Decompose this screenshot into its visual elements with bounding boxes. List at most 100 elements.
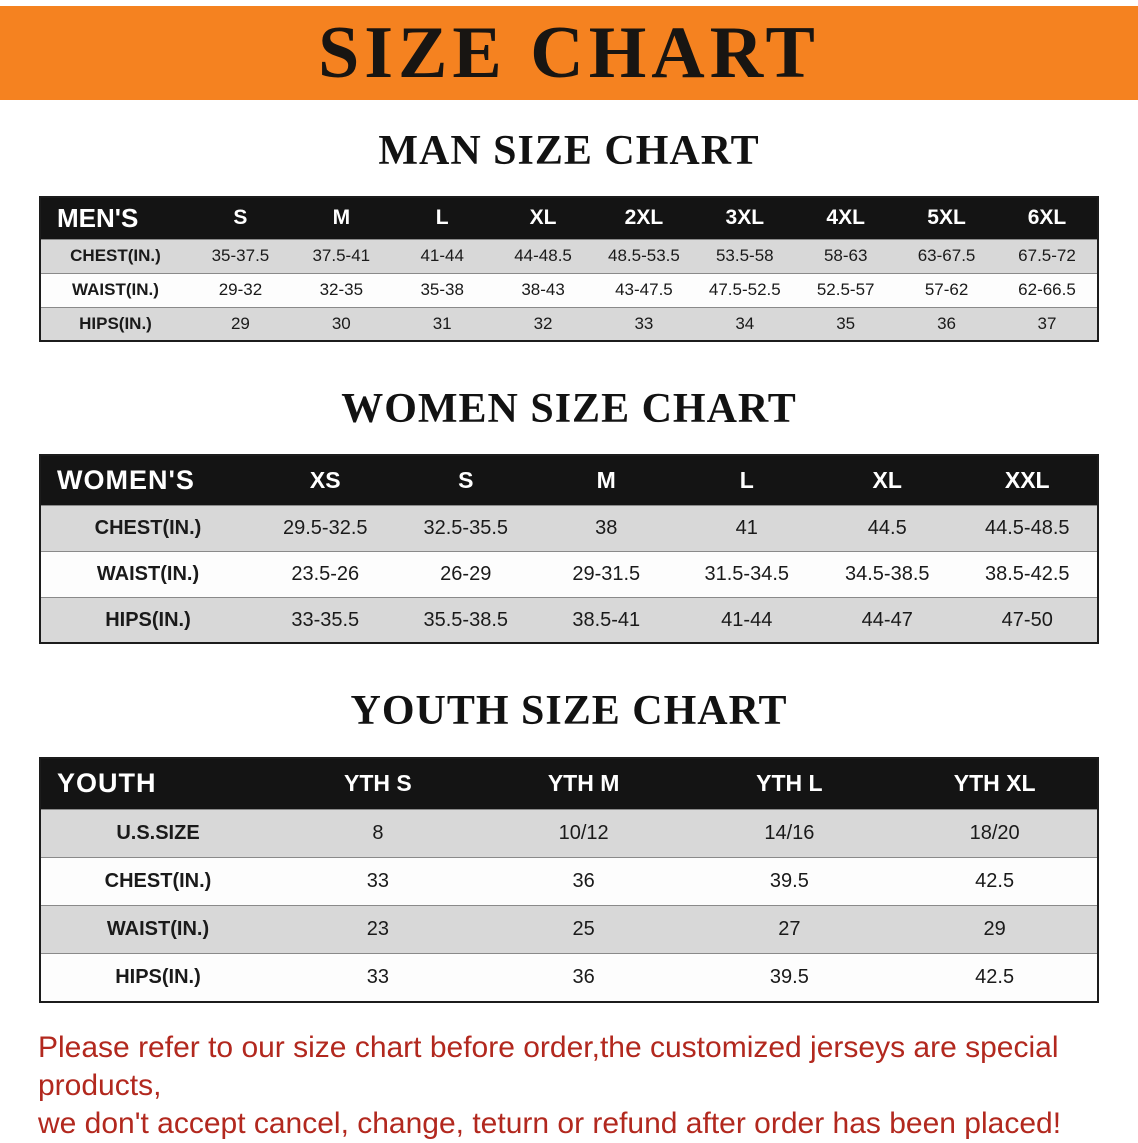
table-row: WAIST(IN.) 29-32 32-35 35-38 38-43 43-47.5 47.… [40, 272, 1098, 308]
value-cell: 44-47 [817, 596, 958, 644]
disclaimer-line-1: Please refer to our size chart before or… [38, 1030, 1059, 1102]
youth-section-heading: YOUTH SIZE CHART [350, 688, 788, 735]
value-cell: 44-48.5 [492, 238, 594, 274]
value-cell: 29 [892, 905, 1098, 954]
value-cell: 35.5-38.5 [395, 596, 536, 644]
value-cell: 52.5-57 [795, 272, 897, 308]
value-cell: 35-38 [391, 272, 493, 308]
disclaimer: Please refer to our size chart before or… [38, 1029, 1138, 1143]
value-cell: 25 [480, 905, 687, 954]
size-chart-banner: SIZE CHART [0, 6, 1138, 100]
value-cell: 32-35 [290, 272, 392, 308]
table-header-row: YOUTH YTH S YTH M YTH L YTH XL [40, 757, 1098, 810]
value-cell: 33 [593, 306, 695, 342]
value-cell: 67.5-72 [997, 238, 1098, 274]
size-header-cell: YTH XL [892, 757, 1098, 810]
youth-size-table: YOUTH YTH S YTH M YTH L YTH XL U.S.SIZE 8 10/12… [39, 756, 1099, 1003]
youth-size-section: YOUTH SIZE CHART YOUTH YTH S YTH M YTH L YTH… [0, 688, 1138, 1003]
value-cell: 31.5-34.5 [676, 550, 817, 598]
value-cell: 41-44 [391, 238, 493, 274]
women-size-section: WOMEN SIZE CHART WOMEN'S XS S M L XL XXL CHEST(… [0, 386, 1138, 645]
size-header-cell: XS [255, 455, 396, 506]
disclaimer-line-2: we don't accept cancel, change, teturn o… [38, 1106, 1062, 1140]
value-cell: 63-67.5 [896, 238, 997, 274]
table-row: CHEST(IN.) 33 36 39.5 42.5 [40, 857, 1098, 906]
value-cell: 53.5-58 [694, 238, 796, 274]
value-cell: 18/20 [892, 809, 1098, 858]
size-header-cell: YTH L [686, 757, 893, 810]
banner-title: SIZE CHART [318, 12, 820, 94]
value-cell: 44.5-48.5 [957, 504, 1098, 552]
value-cell: 39.5 [686, 857, 893, 906]
value-cell: 36 [896, 306, 997, 342]
value-cell: 23.5-26 [255, 550, 396, 598]
value-cell: 29.5-32.5 [255, 504, 396, 552]
size-header-cell: YTH S [275, 757, 481, 810]
table-title-cell: WOMEN'S [40, 455, 255, 506]
table-row: CHEST(IN.) 29.5-32.5 32.5-35.5 38 41 44.5 44.5… [40, 504, 1098, 552]
row-label-cell: CHEST(IN.) [40, 504, 255, 552]
value-cell: 39.5 [686, 953, 893, 1002]
value-cell: 47.5-52.5 [694, 272, 796, 308]
men-size-section: MAN SIZE CHART MEN'S S M L XL 2XL 3XL 4XL 5XL 6XL… [0, 128, 1138, 343]
value-cell: 38.5-41 [536, 596, 677, 644]
value-cell: 37.5-41 [290, 238, 392, 274]
size-header-cell: 4XL [795, 197, 897, 240]
value-cell: 29 [190, 306, 291, 342]
row-label-cell: WAIST(IN.) [40, 272, 190, 308]
table-row: CHEST(IN.) 35-37.5 37.5-41 41-44 44-48.5 48.5… [40, 238, 1098, 274]
table-header-row: WOMEN'S XS S M L XL XXL [40, 455, 1098, 506]
value-cell: 8 [275, 809, 481, 858]
size-header-cell: YTH M [480, 757, 687, 810]
value-cell: 23 [275, 905, 481, 954]
table-header-row: MEN'S S M L XL 2XL 3XL 4XL 5XL 6XL [40, 197, 1098, 240]
value-cell: 36 [480, 953, 687, 1002]
row-label-cell: HIPS(IN.) [40, 596, 255, 644]
value-cell: 33 [275, 857, 481, 906]
value-cell: 42.5 [892, 857, 1098, 906]
row-label-cell: HIPS(IN.) [40, 306, 190, 342]
value-cell: 26-29 [395, 550, 536, 598]
size-header-cell: L [391, 197, 493, 240]
value-cell: 41-44 [676, 596, 817, 644]
row-label-cell: CHEST(IN.) [40, 238, 190, 274]
value-cell: 58-63 [795, 238, 897, 274]
table-row: HIPS(IN.) 29 30 31 32 33 34 35 36 37 [40, 306, 1098, 342]
size-header-cell: S [190, 197, 291, 240]
size-header-cell: 2XL [593, 197, 695, 240]
size-header-cell: M [290, 197, 392, 240]
table-row: WAIST(IN.) 23 25 27 29 [40, 905, 1098, 954]
size-header-cell: 6XL [997, 197, 1098, 240]
value-cell: 38 [536, 504, 677, 552]
value-cell: 33-35.5 [255, 596, 396, 644]
value-cell: 35 [795, 306, 897, 342]
table-row: U.S.SIZE 8 10/12 14/16 18/20 [40, 809, 1098, 858]
row-label-cell: WAIST(IN.) [40, 550, 255, 598]
men-size-table: MEN'S S M L XL 2XL 3XL 4XL 5XL 6XL CHEST(IN.) 35-37… [39, 196, 1099, 343]
value-cell: 37 [997, 306, 1098, 342]
size-header-cell: M [536, 455, 677, 506]
row-label-cell: HIPS(IN.) [40, 953, 275, 1002]
value-cell: 38.5-42.5 [957, 550, 1098, 598]
value-cell: 42.5 [892, 953, 1098, 1002]
value-cell: 29-31.5 [536, 550, 677, 598]
value-cell: 47-50 [957, 596, 1098, 644]
value-cell: 41 [676, 504, 817, 552]
table-row: HIPS(IN.) 33-35.5 35.5-38.5 38.5-41 41-44 44-… [40, 596, 1098, 644]
table-row: HIPS(IN.) 33 36 39.5 42.5 [40, 953, 1098, 1002]
value-cell: 30 [290, 306, 392, 342]
size-header-cell: S [395, 455, 536, 506]
value-cell: 32.5-35.5 [395, 504, 536, 552]
value-cell: 38-43 [492, 272, 594, 308]
row-label-cell: WAIST(IN.) [40, 905, 275, 954]
value-cell: 34.5-38.5 [817, 550, 958, 598]
size-header-cell: XL [817, 455, 958, 506]
value-cell: 43-47.5 [593, 272, 695, 308]
row-label-cell: U.S.SIZE [40, 809, 275, 858]
value-cell: 35-37.5 [190, 238, 291, 274]
value-cell: 33 [275, 953, 481, 1002]
table-row: WAIST(IN.) 23.5-26 26-29 29-31.5 31.5-34.5 34… [40, 550, 1098, 598]
value-cell: 62-66.5 [997, 272, 1098, 308]
men-section-heading: MAN SIZE CHART [378, 128, 760, 174]
value-cell: 57-62 [896, 272, 997, 308]
